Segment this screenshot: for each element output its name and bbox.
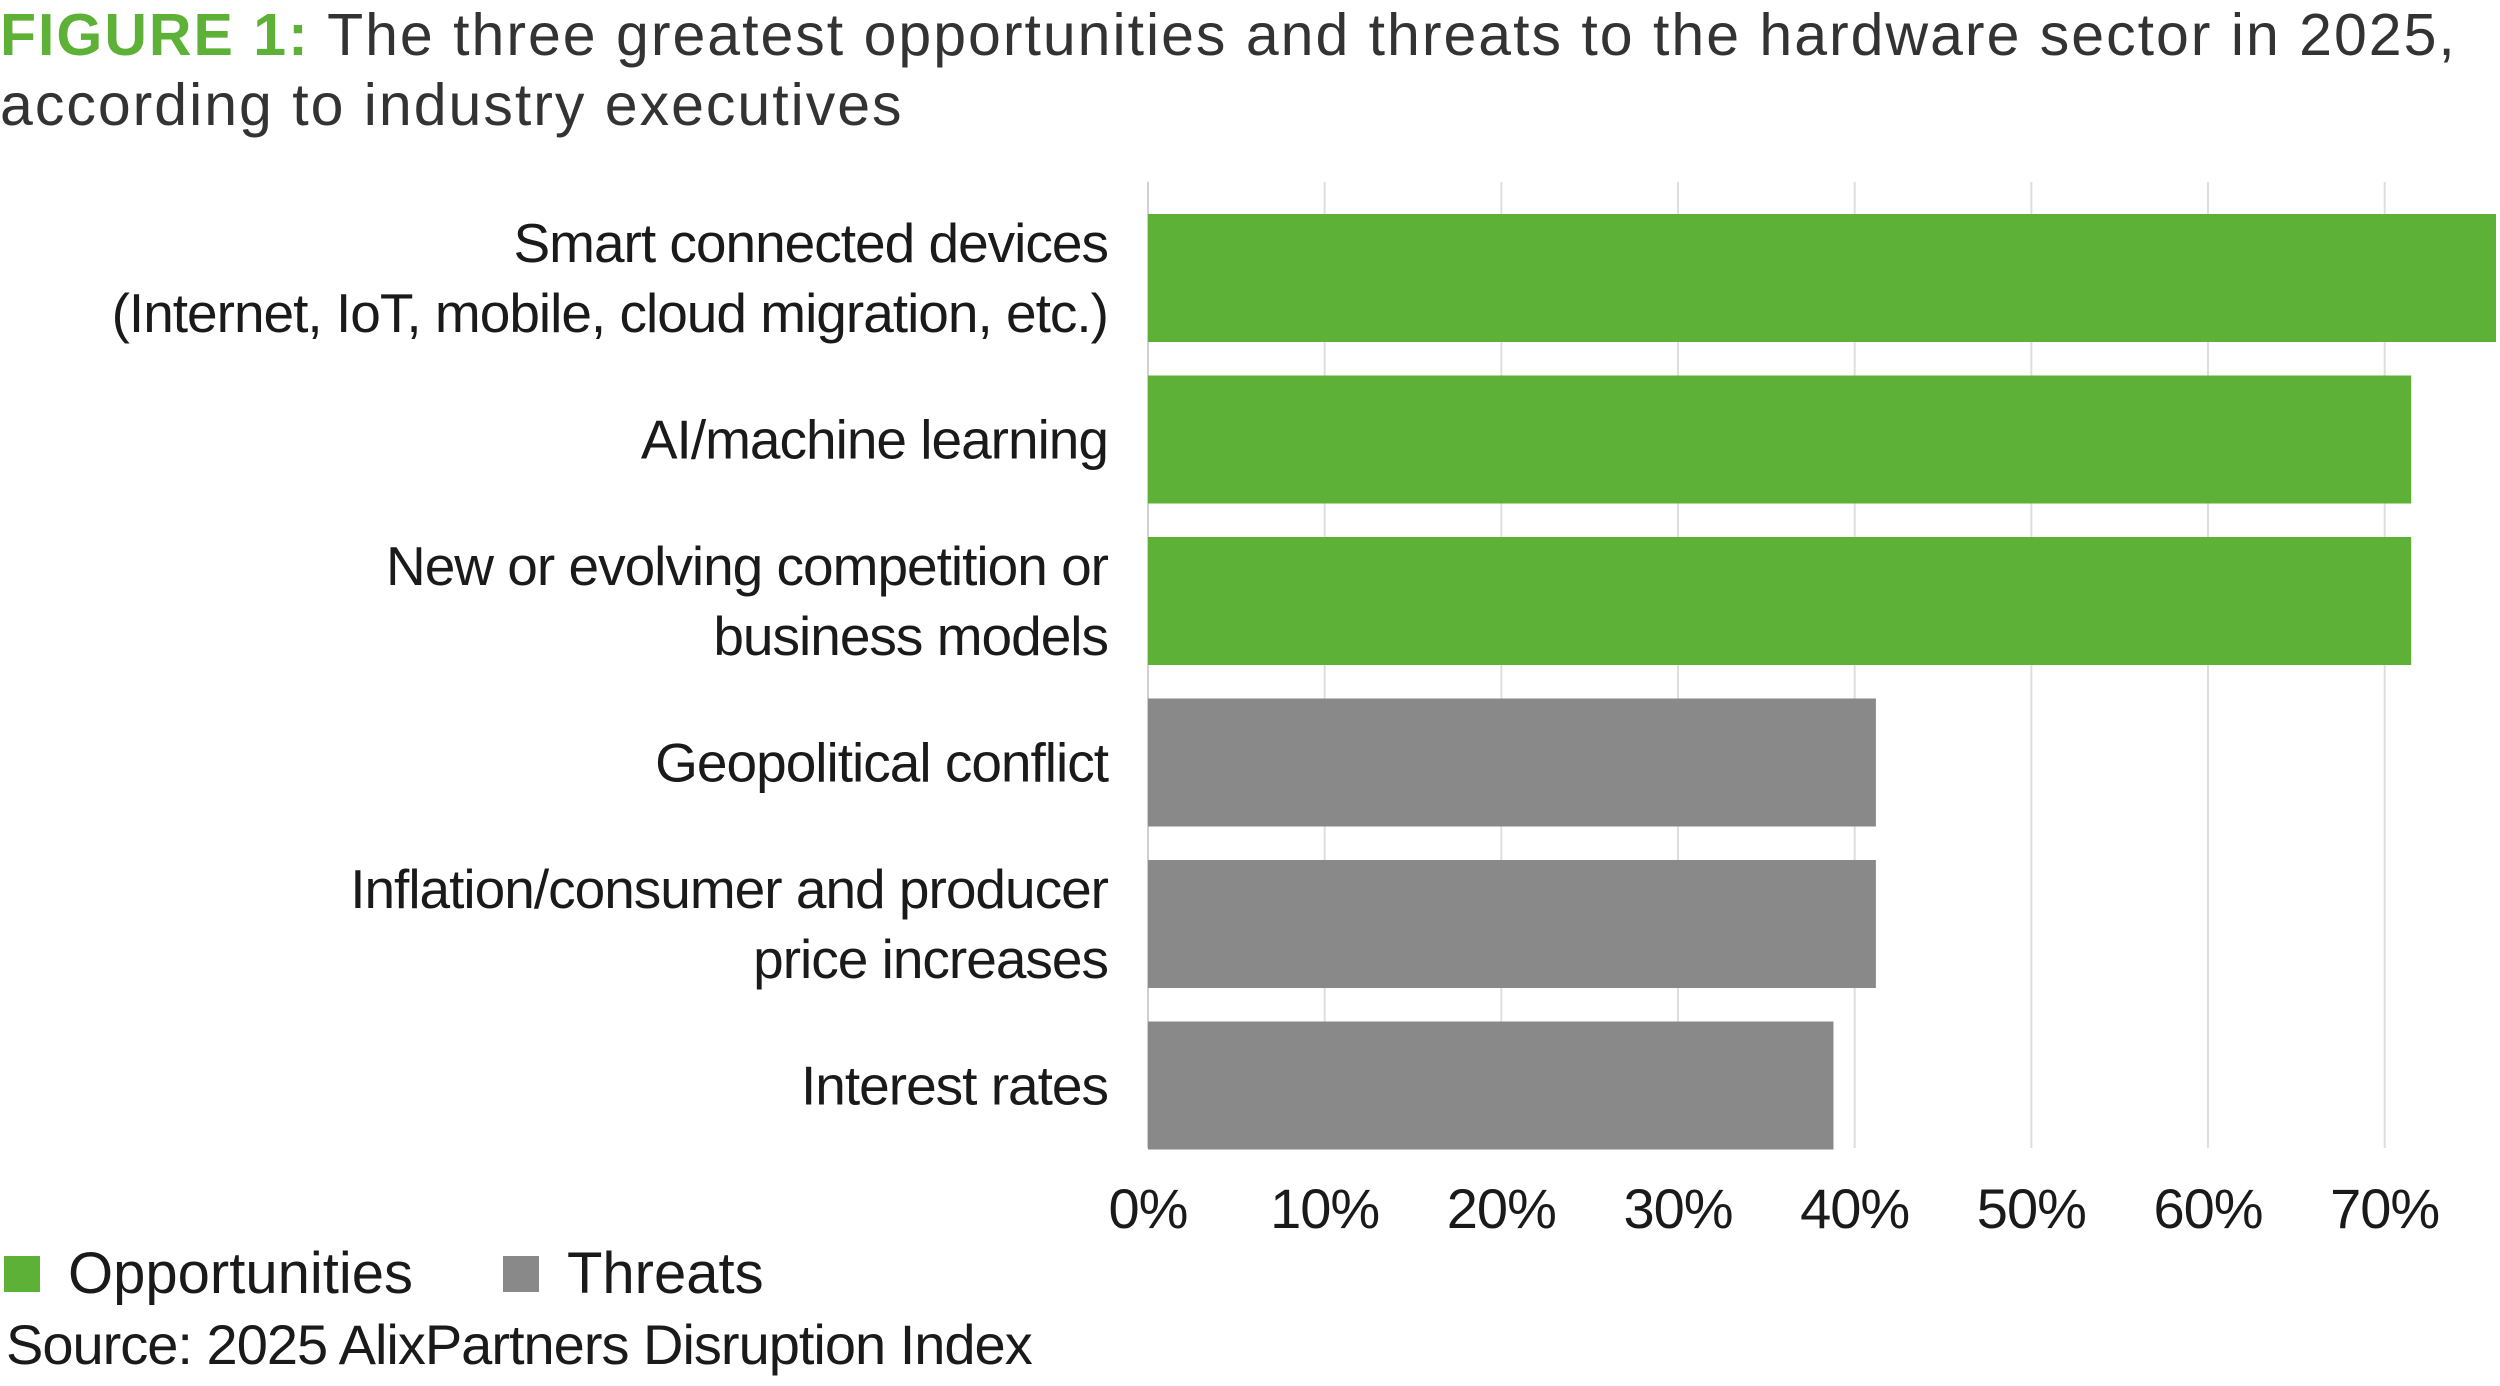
category-label-1-0: AI/machine learning <box>641 409 1108 471</box>
legend-item-opportunities: Opportunities <box>4 1240 413 1307</box>
legend-label-opportunities: Opportunities <box>68 1241 413 1306</box>
x-tick-label-5: 50% <box>1977 1177 2086 1240</box>
category-label-4-0: Inflation/consumer and producer <box>350 858 1108 920</box>
category-label-0-0: Smart connected devices <box>513 212 1108 274</box>
x-tick-label-6: 60% <box>2153 1177 2262 1240</box>
bar-3 <box>1148 698 1876 827</box>
bar-1 <box>1148 375 2412 504</box>
bar-0 <box>1148 214 2496 342</box>
bar-4 <box>1148 860 1876 988</box>
category-label-2-1: business models <box>713 605 1108 667</box>
x-tick-label-0: 0% <box>1109 1177 1188 1240</box>
legend-swatch-threats <box>502 1255 539 1292</box>
x-tick-label-1: 10% <box>1270 1177 1379 1240</box>
x-tick-label-3: 30% <box>1623 1177 1732 1240</box>
category-label-5-0: Interest rates <box>801 1055 1108 1117</box>
category-label-2-0: New or evolving competition or <box>386 535 1109 597</box>
legend-swatch-opportunities <box>4 1255 40 1292</box>
category-label-3-0: Geopolitical conflict <box>655 732 1109 794</box>
category-label-0-1: (Internet, IoT, mobile, cloud migration,… <box>112 282 1108 344</box>
source-note: Source: 2025 AlixPartners Disruption Ind… <box>6 1313 1033 1376</box>
figure-label: FIGURE 1: <box>0 2 310 68</box>
bar-5 <box>1148 1021 1834 1150</box>
chart-legend: Opportunities Threats <box>4 1240 854 1307</box>
x-tick-label-4: 40% <box>1800 1177 1909 1240</box>
category-label-4-1: price increases <box>753 928 1108 990</box>
figure-title-text: The three greatest opportunities and thr… <box>0 2 2457 138</box>
x-tick-label-2: 20% <box>1447 1177 1556 1240</box>
legend-label-threats: Threats <box>566 1241 764 1306</box>
figure-title: FIGURE 1: The three greatest opportuniti… <box>0 0 2500 140</box>
bar-2 <box>1148 537 2412 665</box>
x-tick-label-7: 70% <box>2330 1177 2439 1240</box>
legend-item-threats: Threats <box>502 1240 764 1307</box>
